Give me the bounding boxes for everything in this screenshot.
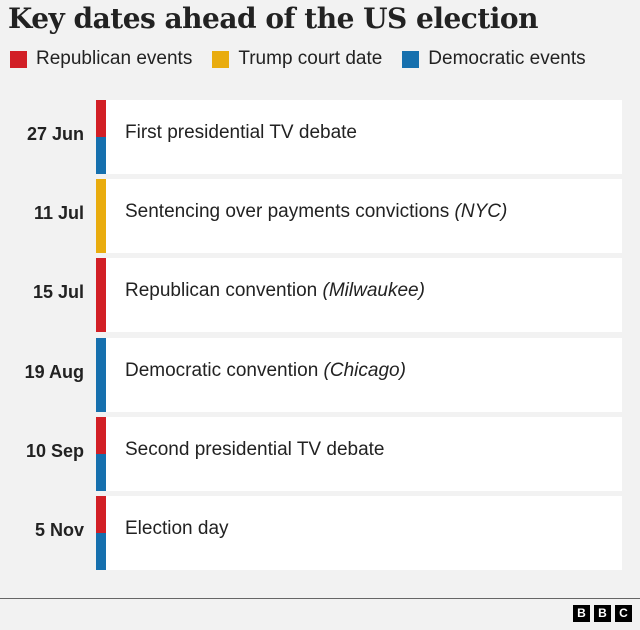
category-segment <box>96 495 106 533</box>
event-row: 11 Jul Sentencing over payments convicti… <box>0 179 640 254</box>
event-location: (Milwaukee) <box>322 280 425 302</box>
event-title: First presidential TV debate <box>125 122 357 143</box>
category-segment <box>96 416 106 454</box>
legend-item: Trump court date <box>212 48 382 70</box>
category-segment <box>96 179 106 254</box>
logo-letter: B <box>594 605 611 622</box>
category-bar <box>96 337 106 412</box>
event-label: Sentencing over payments convictions (NY… <box>125 179 507 245</box>
event-label: Second presidential TV debate <box>125 417 385 483</box>
category-segment <box>96 100 106 137</box>
category-segment <box>96 532 106 570</box>
event-location: (NYC) <box>454 201 508 223</box>
event-row: 5 Nov Election day <box>0 495 640 570</box>
event-date: 27 Jun <box>26 124 84 144</box>
category-segment <box>96 258 106 333</box>
legend-swatch <box>402 50 420 68</box>
category-bar <box>96 100 106 174</box>
legend-item: Republican events <box>10 48 192 70</box>
category-bar <box>96 179 106 254</box>
event-row: 27 Jun First presidential TV debate <box>0 100 640 174</box>
legend-label: Democratic events <box>428 48 586 69</box>
category-bar <box>96 495 106 570</box>
event-date: 10 Sep <box>25 440 84 461</box>
logo-letter: C <box>615 605 632 622</box>
event-label: Democratic convention (Chicago) <box>125 338 406 404</box>
event-row: 15 Jul Republican convention (Milwaukee) <box>0 258 640 333</box>
legend-label: Trump court date <box>238 48 383 69</box>
event-label: First presidential TV debate <box>125 100 357 166</box>
page-title: Key dates ahead of the US election <box>8 2 538 35</box>
category-bar <box>96 416 106 491</box>
event-card: Election day <box>106 495 622 570</box>
timeline: 27 Jun First presidential TV debate 11 J… <box>0 100 640 575</box>
footer-divider <box>0 598 640 599</box>
legend-swatch <box>10 50 27 68</box>
event-title: Democratic convention <box>125 359 324 381</box>
event-title: Election day <box>125 517 229 539</box>
event-date: 15 Jul <box>32 282 84 303</box>
event-card: Democratic convention (Chicago) <box>106 337 622 412</box>
event-card: Republican convention (Milwaukee) <box>106 258 622 333</box>
category-segment <box>96 453 106 491</box>
event-title: Sentencing over payments convictions <box>125 201 455 223</box>
category-segment <box>96 137 106 174</box>
event-card: First presidential TV debate <box>106 100 622 174</box>
event-date: 19 Aug <box>24 361 84 382</box>
event-card: Sentencing over payments convictions (NY… <box>106 179 622 254</box>
legend-label: Republican events <box>36 48 193 69</box>
event-label: Election day <box>125 496 229 562</box>
event-label: Republican convention (Milwaukee) <box>125 258 425 324</box>
logo-letter: B <box>573 605 590 622</box>
event-title: Republican convention <box>125 280 323 302</box>
event-row: 10 Sep Second presidential TV debate <box>0 416 640 491</box>
legend-swatch <box>212 50 230 68</box>
event-card: Second presidential TV debate <box>106 416 622 491</box>
category-segment <box>96 337 106 412</box>
event-date: 5 Nov <box>34 519 84 540</box>
event-location: (Chicago) <box>323 359 406 381</box>
legend: Republican events Trump court date Democra… <box>10 48 606 70</box>
category-bar <box>96 258 106 333</box>
event-date: 11 Jul <box>33 203 84 224</box>
legend-item: Democratic events <box>402 48 586 70</box>
event-title: Second presidential TV debate <box>125 438 385 460</box>
event-row: 19 Aug Democratic convention (Chicago) <box>0 337 640 412</box>
